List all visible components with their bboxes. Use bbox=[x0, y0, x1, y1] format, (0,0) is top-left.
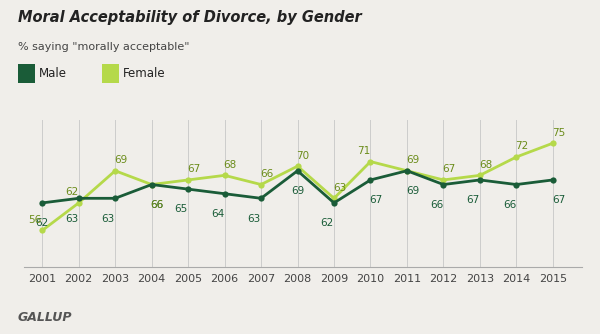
Female bbox=[331, 196, 338, 200]
Text: Female: Female bbox=[123, 67, 166, 80]
Male bbox=[367, 178, 374, 182]
Male bbox=[221, 192, 228, 196]
Male bbox=[112, 196, 119, 200]
Male bbox=[440, 182, 447, 186]
Text: 62: 62 bbox=[320, 218, 334, 228]
Text: 66: 66 bbox=[151, 200, 164, 210]
Text: 56: 56 bbox=[29, 215, 42, 225]
Text: 69: 69 bbox=[406, 155, 419, 165]
Text: 63: 63 bbox=[247, 213, 261, 223]
Line: Male: Male bbox=[39, 168, 556, 206]
Text: 69: 69 bbox=[291, 186, 304, 196]
Male bbox=[331, 201, 338, 205]
Text: 67: 67 bbox=[370, 195, 383, 205]
Text: 66: 66 bbox=[151, 200, 164, 210]
Text: 68: 68 bbox=[224, 160, 237, 170]
Female bbox=[440, 178, 447, 182]
Male bbox=[38, 201, 46, 205]
Female bbox=[148, 182, 155, 186]
Male bbox=[257, 196, 265, 200]
Text: 62: 62 bbox=[65, 187, 79, 197]
Text: GALLUP: GALLUP bbox=[18, 311, 73, 324]
Text: 75: 75 bbox=[552, 128, 565, 138]
Text: 63: 63 bbox=[101, 213, 115, 223]
Text: 69: 69 bbox=[114, 155, 127, 165]
Text: 70: 70 bbox=[296, 151, 310, 161]
Text: 66: 66 bbox=[503, 200, 516, 210]
Text: 69: 69 bbox=[406, 186, 419, 196]
Text: Moral Acceptability of Divorce, by Gender: Moral Acceptability of Divorce, by Gende… bbox=[18, 10, 362, 25]
Text: % saying "morally acceptable": % saying "morally acceptable" bbox=[18, 42, 190, 52]
Female bbox=[112, 169, 119, 173]
Male bbox=[549, 178, 556, 182]
Text: 62: 62 bbox=[35, 218, 49, 228]
Female bbox=[367, 160, 374, 164]
Text: 67: 67 bbox=[466, 195, 479, 205]
Male bbox=[75, 196, 82, 200]
Female bbox=[476, 173, 484, 177]
Text: 63: 63 bbox=[65, 213, 79, 223]
Line: Female: Female bbox=[39, 140, 556, 233]
Text: 65: 65 bbox=[175, 204, 188, 214]
Text: 64: 64 bbox=[211, 209, 224, 219]
Text: 63: 63 bbox=[333, 183, 346, 193]
Female bbox=[403, 169, 410, 173]
Text: 72: 72 bbox=[515, 141, 529, 151]
Female bbox=[549, 141, 556, 145]
Female bbox=[513, 155, 520, 159]
Male bbox=[403, 169, 410, 173]
Text: Male: Male bbox=[39, 67, 67, 80]
Female bbox=[185, 178, 192, 182]
Text: 66: 66 bbox=[430, 200, 443, 210]
Female bbox=[257, 182, 265, 186]
Male bbox=[185, 187, 192, 191]
Female bbox=[294, 164, 301, 168]
Male bbox=[476, 178, 484, 182]
Female bbox=[38, 228, 46, 232]
Text: 67: 67 bbox=[552, 195, 565, 205]
Male bbox=[294, 169, 301, 173]
Text: 66: 66 bbox=[260, 169, 273, 179]
Text: 68: 68 bbox=[479, 160, 492, 170]
Female bbox=[221, 173, 228, 177]
Male bbox=[513, 182, 520, 186]
Female bbox=[75, 201, 82, 205]
Text: 71: 71 bbox=[357, 146, 370, 156]
Text: 67: 67 bbox=[442, 164, 455, 174]
Male bbox=[148, 182, 155, 186]
Text: 67: 67 bbox=[187, 164, 200, 174]
